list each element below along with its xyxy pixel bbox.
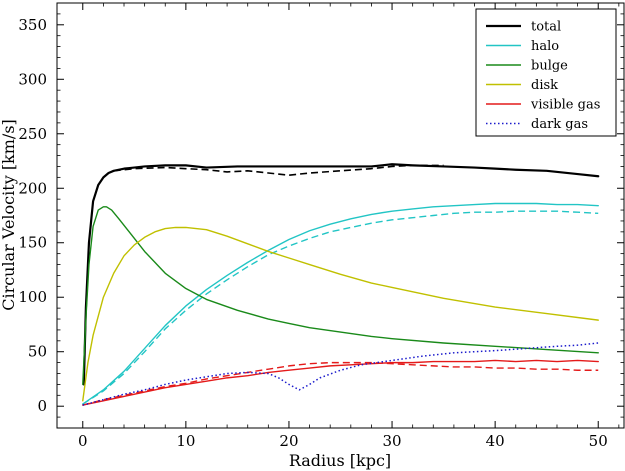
- series-line-extra-1: [113, 164, 444, 176]
- legend-label: total: [531, 20, 561, 35]
- y-tick-label: 350: [18, 16, 47, 34]
- x-tick-label: 0: [78, 432, 88, 450]
- series-line-total: [82, 163, 600, 386]
- series-line-bulge: [82, 206, 599, 386]
- legend: total halo bulge disk visible gas dark gas: [475, 8, 617, 137]
- series-line-extra-3: [82, 210, 599, 405]
- x-tick-label: 10: [176, 432, 195, 450]
- legend-box: [475, 8, 617, 137]
- series-line-dark-gas: [82, 342, 599, 406]
- series-line-disk: [82, 226, 599, 402]
- y-tick-label: 300: [18, 70, 47, 88]
- legend-label: visible gas: [530, 98, 600, 113]
- series-line-extra-7: [82, 361, 599, 406]
- y-tick-label: 250: [18, 125, 47, 143]
- y-tick-label: 100: [18, 288, 47, 306]
- axis-ticks: 0 10 20 30 40 50 0 50 100 150 200 250 300 350: [18, 3, 624, 450]
- y-tick-label: 200: [18, 179, 47, 197]
- y-tick-label: 150: [18, 234, 47, 252]
- y-tick-label: 0: [37, 397, 47, 415]
- x-tick-label: 30: [382, 432, 401, 450]
- series-line-halo: [82, 202, 599, 405]
- y-axis-label: Circular Velocity [km/s]: [0, 119, 18, 311]
- x-tick-label: 40: [486, 432, 505, 450]
- plot-frame: [56, 2, 625, 429]
- x-tick-label: 50: [589, 432, 608, 450]
- x-tick-label: 20: [279, 432, 298, 450]
- legend-label: disk: [531, 78, 558, 93]
- x-axis-label: Radius [kpc]: [289, 451, 391, 470]
- series-layer: [82, 163, 600, 406]
- y-tick-label: 50: [28, 343, 47, 361]
- legend-label: bulge: [531, 59, 568, 74]
- legend-label: dark gas: [531, 117, 588, 132]
- legend-label: halo: [531, 39, 559, 54]
- series-line-visible-gas: [82, 359, 599, 406]
